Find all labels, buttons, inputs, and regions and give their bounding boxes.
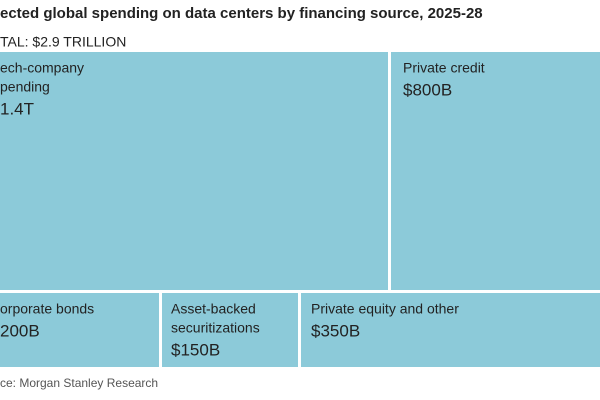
treemap-cell — [301, 293, 600, 367]
cell-label: Private credit — [403, 60, 485, 76]
cell-label: Asset-backed — [171, 301, 256, 317]
treemap-cell — [0, 52, 388, 290]
source-note: ce: Morgan Stanley Research — [0, 376, 158, 390]
value-label: 1.4T — [0, 99, 34, 118]
chart-title: ected global spending on data centers by… — [0, 5, 483, 22]
treemap-cell — [162, 293, 298, 367]
cell-label: Private equity and other — [311, 301, 459, 317]
value-label: 200B — [0, 321, 40, 340]
treemap-cell — [391, 52, 600, 290]
chart-subtitle: TAL: $2.9 TRILLION — [0, 34, 126, 50]
cell-label: securitizations — [171, 320, 260, 336]
cell-label: pending — [0, 79, 50, 95]
value-label: $350B — [311, 321, 360, 340]
value-label: $150B — [171, 340, 220, 359]
value-label: $800B — [403, 80, 452, 99]
treemap-cell — [0, 293, 159, 367]
cell-label: orporate bonds — [0, 301, 94, 317]
cell-label: ech-company — [0, 60, 84, 76]
